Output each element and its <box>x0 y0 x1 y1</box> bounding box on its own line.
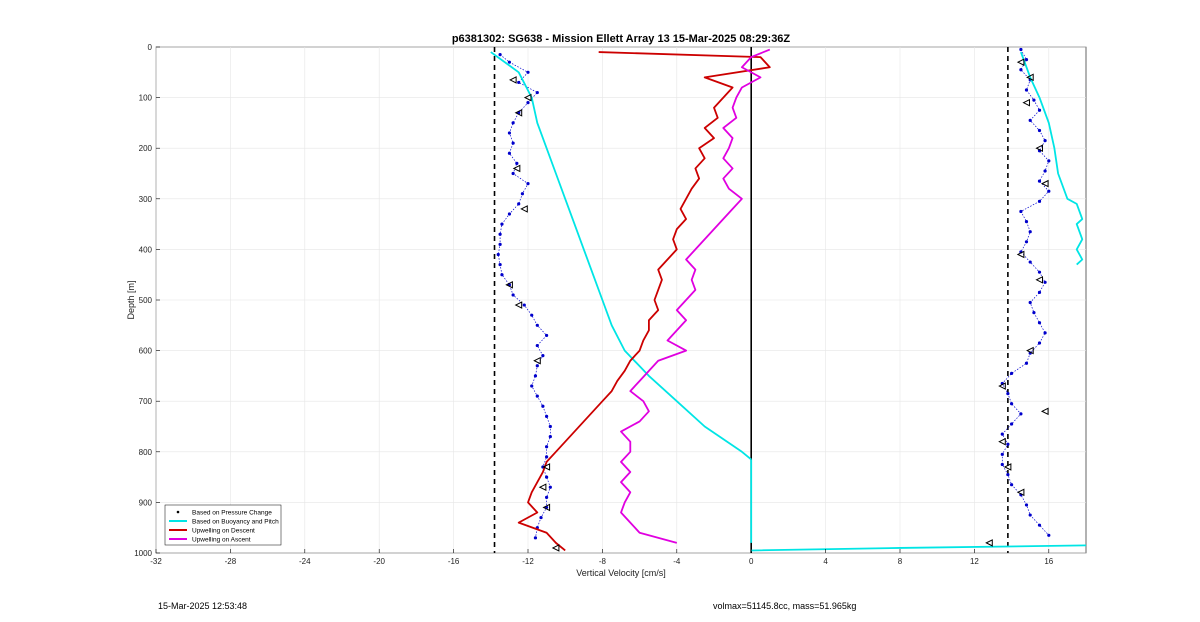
triangle-marker <box>1040 407 1049 416</box>
data-point <box>545 414 549 418</box>
data-point <box>1024 219 1029 224</box>
triangle-marker <box>514 301 523 309</box>
x-tick-label: 4 <box>823 557 828 566</box>
y-tick-label: 300 <box>139 195 153 204</box>
y-tick-labels: 0 100 200 300 400 500 600 700 800 900 1000 <box>134 43 160 558</box>
y-tick-label: 400 <box>139 245 153 254</box>
legend-symbol <box>176 510 180 514</box>
legend-label: Upwelling on Ascent <box>192 536 251 543</box>
triangle-marker <box>512 164 521 173</box>
triangle-marker <box>1026 73 1034 82</box>
data-point <box>548 435 552 439</box>
x-tick-label: -32 <box>150 557 162 566</box>
triangle-marker <box>538 483 547 492</box>
x-tick-label: 16 <box>1044 557 1053 566</box>
data-point <box>498 232 502 236</box>
triangle-marker <box>1022 98 1030 107</box>
series-line <box>751 544 1087 552</box>
data-point <box>545 475 549 479</box>
triangle-marker <box>1003 463 1012 471</box>
triangle-marker <box>509 76 517 84</box>
y-tick-label: 1000 <box>134 549 152 558</box>
triangle-marker <box>523 93 532 102</box>
data-point <box>1010 483 1014 487</box>
series-2 <box>517 51 771 552</box>
triangle-marker <box>1026 346 1034 355</box>
y-tick-label: 800 <box>139 448 153 457</box>
x-tick-labels: -32 -28 -24 -20 -16 -12 -8 -4 0 4 8 12 16 <box>150 549 1054 566</box>
triangle-marker <box>505 281 513 289</box>
legend: Based on Pressure Change Based on Buoyanc… <box>164 504 282 546</box>
triangle-marker <box>1035 144 1043 153</box>
x-tick-label: -16 <box>448 557 460 566</box>
data-point <box>1043 139 1047 143</box>
data-trace <box>497 54 551 538</box>
y-axis-label: Depth [m] <box>126 280 136 319</box>
triangle-marker <box>551 544 560 552</box>
data-point <box>1047 533 1051 537</box>
data-point <box>511 121 515 125</box>
series-layer <box>490 47 1087 552</box>
legend-label: Upwelling on Descent <box>192 527 255 534</box>
series-line <box>517 51 771 552</box>
data-point <box>545 455 549 459</box>
x-tick-label: -8 <box>599 557 607 566</box>
series-line <box>1020 51 1084 266</box>
footer-info: volmax=51145.8cc, mass=51.965kg <box>713 601 857 611</box>
triangle-marker <box>542 503 551 512</box>
triangle-marker <box>542 463 551 471</box>
legend-label: Based on Pressure Change <box>192 509 272 516</box>
triangle-marker <box>998 437 1006 446</box>
data-point <box>1043 280 1047 284</box>
data-trace <box>1001 49 1050 536</box>
y-tick-label: 0 <box>148 43 153 52</box>
data-point <box>1000 462 1004 467</box>
data-point <box>533 536 538 540</box>
triangle-marker <box>1016 488 1025 497</box>
series-1 <box>490 51 1087 552</box>
triangle-marker <box>985 539 993 547</box>
data-point <box>1043 331 1047 335</box>
x-tick-label: -4 <box>673 557 681 566</box>
data-point <box>511 141 515 145</box>
x-tick-label: -12 <box>522 557 534 566</box>
series-3 <box>620 48 771 544</box>
data-point <box>496 252 500 257</box>
series-line <box>620 48 771 544</box>
x-tick-label: 12 <box>970 557 979 566</box>
data-point <box>1043 169 1047 173</box>
x-tick-label: 8 <box>898 557 903 566</box>
y-tick-label: 700 <box>139 397 153 406</box>
triangle-marker <box>998 382 1006 390</box>
data-point <box>1032 311 1036 315</box>
triangle-marker <box>1035 275 1043 284</box>
triangle-marker <box>1016 250 1025 259</box>
y-tick-label: 100 <box>139 94 153 103</box>
x-axis-label: Vertical Velocity [cm/s] <box>576 568 666 578</box>
x-tick-label: -20 <box>373 557 385 566</box>
data-point <box>1024 58 1029 62</box>
series-line <box>490 51 752 461</box>
triangle-marker <box>1016 58 1025 66</box>
y-tick-label: 900 <box>139 498 153 507</box>
x-tick-label: -28 <box>225 557 237 566</box>
triangle-marker <box>1040 179 1049 188</box>
data-point <box>545 495 549 499</box>
triangle-marker <box>533 356 541 365</box>
chart-title: p6381302: SG638 - Mission Ellett Array 1… <box>452 33 791 45</box>
y-tick-label: 600 <box>139 347 153 356</box>
data-point <box>533 374 538 378</box>
x-tick-label: -24 <box>299 557 311 566</box>
x-tick-label: 0 <box>749 557 754 566</box>
legend-label: Based on Buoyancy and Pitch <box>192 518 279 525</box>
triangle-marker <box>520 205 528 213</box>
marker-layer <box>505 58 1049 552</box>
data-point <box>1037 321 1042 325</box>
data-point <box>500 273 504 277</box>
triangle-marker <box>514 108 523 117</box>
y-tick-label: 500 <box>139 296 153 305</box>
footer-timestamp: 15-Mar-2025 12:53:48 <box>158 601 248 611</box>
y-tick-label: 200 <box>139 144 153 153</box>
